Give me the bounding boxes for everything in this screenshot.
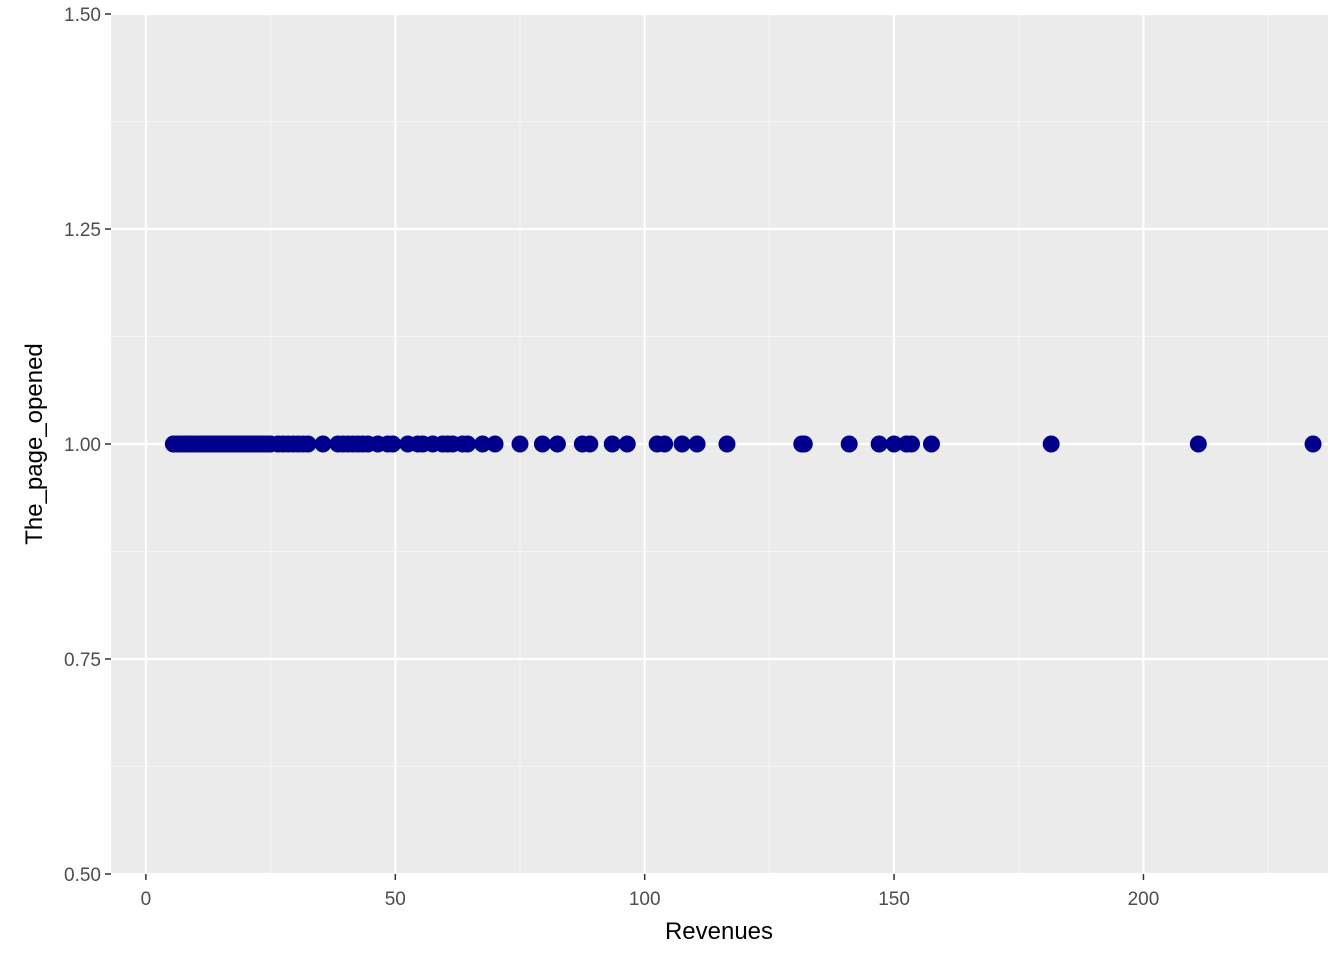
data-point <box>511 435 529 453</box>
data-point <box>486 435 504 453</box>
data-point <box>548 435 566 453</box>
data-point <box>885 435 903 453</box>
data-point <box>581 435 599 453</box>
data-point <box>903 435 921 453</box>
data-point <box>299 435 317 453</box>
x-tick-label: 150 <box>878 889 910 910</box>
data-point <box>618 435 636 453</box>
y-tick-label: 1.00 <box>64 435 101 456</box>
x-tick-label: 100 <box>629 889 661 910</box>
y-axis-title: The_page_opened <box>21 343 48 545</box>
data-point <box>459 435 477 453</box>
data-point <box>474 435 492 453</box>
x-tick-label: 0 <box>141 889 152 910</box>
data-point <box>1042 435 1060 453</box>
data-point <box>673 435 691 453</box>
y-tick-label: 0.75 <box>64 650 101 671</box>
y-axis: 0.50 0.75 1.00 1.25 1.50 <box>64 5 111 886</box>
x-tick-label: 200 <box>1128 889 1160 910</box>
data-point <box>795 435 813 453</box>
data-point <box>870 435 888 453</box>
y-tick-label: 0.50 <box>64 865 101 886</box>
x-axis-title: Revenues <box>665 918 773 945</box>
data-points <box>164 435 1322 453</box>
data-point <box>314 435 332 453</box>
data-point <box>656 435 674 453</box>
data-point <box>922 435 940 453</box>
data-point <box>840 435 858 453</box>
data-point <box>718 435 736 453</box>
data-point <box>533 435 551 453</box>
x-axis: 0 50 100 150 200 <box>141 874 1160 910</box>
data-point <box>1189 435 1207 453</box>
data-point <box>603 435 621 453</box>
x-tick-label: 50 <box>385 889 406 910</box>
data-point <box>1304 435 1322 453</box>
data-point <box>384 435 402 453</box>
y-tick-label: 1.25 <box>64 220 101 241</box>
data-point <box>688 435 706 453</box>
y-tick-label: 1.50 <box>64 5 101 26</box>
